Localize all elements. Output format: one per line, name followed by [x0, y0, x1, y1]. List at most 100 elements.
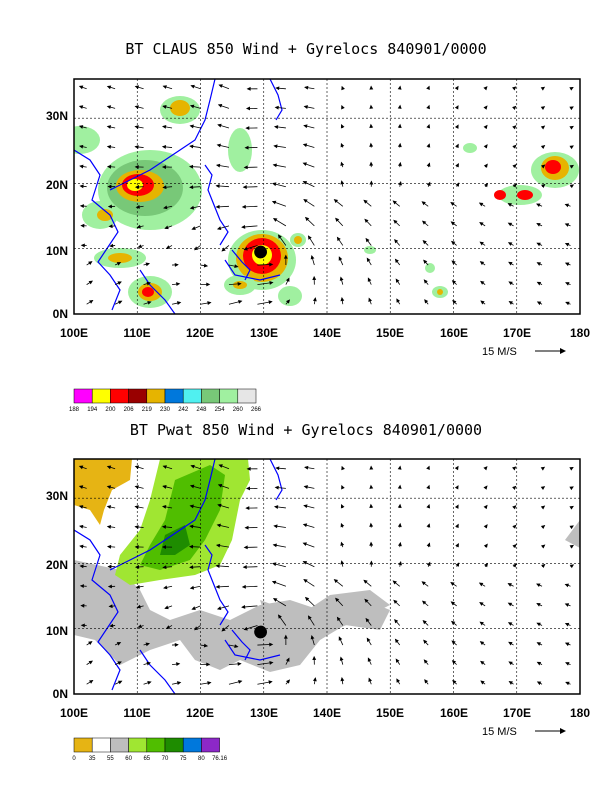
wind-vector-head	[245, 486, 251, 491]
wind-vector-head	[221, 627, 226, 632]
wind-vector-head	[165, 245, 171, 249]
wind-vector-head	[564, 622, 570, 627]
wind-vector-head	[536, 622, 541, 627]
wind-vector-head	[207, 301, 212, 305]
panel1-lon-label: 110E	[123, 326, 150, 340]
colorbar-label: 219	[142, 407, 153, 413]
wind-vector-head	[393, 599, 398, 604]
wind-vector-head	[512, 524, 517, 529]
colorbar-swatch	[73, 737, 93, 753]
panel1-gyre-marker	[254, 245, 267, 259]
wind-vector-head	[369, 85, 374, 90]
wind-vector-head	[80, 603, 85, 608]
panel2-lat-label: 0N	[53, 687, 68, 701]
wind-vector-head	[277, 614, 282, 619]
wind-vector-head	[285, 299, 291, 304]
wind-vector-head	[79, 164, 84, 169]
wind-vector-head	[452, 679, 457, 685]
wind-vector-head	[302, 561, 308, 565]
wind-vector-head	[426, 542, 431, 547]
wind-vector-head	[189, 124, 194, 129]
wind-vector-head	[397, 123, 402, 128]
colorbar-swatch	[182, 388, 202, 404]
wind-vector-head	[89, 299, 94, 304]
wind-vector-head	[454, 504, 459, 509]
wind-vector-head	[218, 464, 223, 468]
wind-vector-head	[215, 543, 221, 548]
wind-vector-head	[540, 466, 546, 471]
wind-vector-head	[106, 524, 112, 529]
colorbar-label: 55	[107, 756, 114, 762]
wind-vector-head	[426, 124, 431, 129]
wind-vector-head	[367, 657, 372, 662]
wind-vector-head	[479, 641, 485, 646]
wind-vector-head	[424, 679, 429, 684]
wind-vector-head	[569, 505, 574, 510]
wind-vector-head	[540, 106, 546, 111]
wind-vector-head	[451, 280, 457, 285]
wind-vector-head	[484, 182, 489, 188]
wind-vector-head	[277, 234, 282, 239]
wind-vector-head	[483, 524, 488, 529]
wind-vector-head	[215, 584, 220, 589]
wind-vector-head	[135, 204, 140, 209]
panel1-lon-label: 130E	[250, 326, 278, 340]
wind-vector-head	[134, 485, 139, 490]
wind-vector-head	[162, 465, 167, 469]
wind-vector-head	[147, 680, 152, 685]
wind-vector-head	[302, 542, 307, 546]
wind-vector-head	[541, 544, 546, 549]
wind-vector-head	[394, 258, 399, 264]
colorbar-swatch	[219, 388, 239, 404]
wind-vector-head	[283, 254, 288, 259]
wind-vector-head	[302, 162, 307, 166]
wind-vector-head	[268, 300, 273, 305]
panel1-lat-label: 20N	[46, 178, 68, 192]
wind-vector-head	[269, 642, 274, 647]
wind-vector-head	[367, 277, 372, 282]
wind-vector-head	[273, 125, 279, 129]
wind-vector-head	[340, 296, 345, 302]
wind-vector-head	[340, 676, 345, 682]
panel1-lon-label: 170E	[503, 326, 531, 340]
wind-vector-head	[162, 485, 167, 489]
wind-vector-head	[369, 142, 374, 147]
wind-vector-head	[174, 262, 179, 267]
wind-vector-head	[242, 565, 247, 569]
wind-vector-head	[426, 523, 431, 528]
wind-vector-head	[245, 106, 251, 111]
wind-vector-head	[363, 579, 368, 584]
wind-vector-head	[304, 216, 310, 222]
panel2-lat-labels: 30N 20N 10N 0N	[46, 489, 68, 701]
panel1-grid	[74, 79, 580, 314]
wind-vector-head	[304, 85, 309, 90]
wind-vector-head	[569, 564, 575, 569]
panel2-ref-label: 15 M/S	[482, 726, 517, 738]
wind-vector-head	[536, 642, 541, 646]
wind-vector-head	[455, 523, 459, 529]
wind-vector-head	[569, 125, 574, 130]
wind-vector-head	[483, 485, 488, 490]
wind-vector-head	[88, 261, 93, 265]
wind-vector-head	[512, 105, 517, 110]
wind-vector-head	[536, 583, 541, 588]
wind-vector-head	[116, 262, 122, 266]
wind-vector-head	[564, 262, 570, 267]
wind-vector-head	[107, 204, 112, 209]
panel2-lat-label: 20N	[46, 558, 68, 572]
wind-vector-head	[339, 656, 344, 661]
wind-vector-head	[540, 86, 546, 91]
wind-vector-head	[203, 263, 209, 268]
wind-vector-head	[423, 659, 428, 664]
wind-vector-head	[569, 466, 574, 471]
wind-vector-head	[455, 182, 460, 187]
wind-vector-head	[483, 466, 488, 471]
panel1-ref-arrowhead	[560, 348, 566, 354]
wind-vector-head	[508, 641, 513, 646]
wind-vector-head	[426, 181, 431, 187]
gyre-symbol	[254, 625, 267, 639]
panel2-lon-label: 170E	[503, 706, 531, 720]
wind-vector-head	[146, 661, 151, 666]
colorbar-label: 242	[178, 407, 189, 413]
colorbar-swatch	[110, 737, 129, 753]
